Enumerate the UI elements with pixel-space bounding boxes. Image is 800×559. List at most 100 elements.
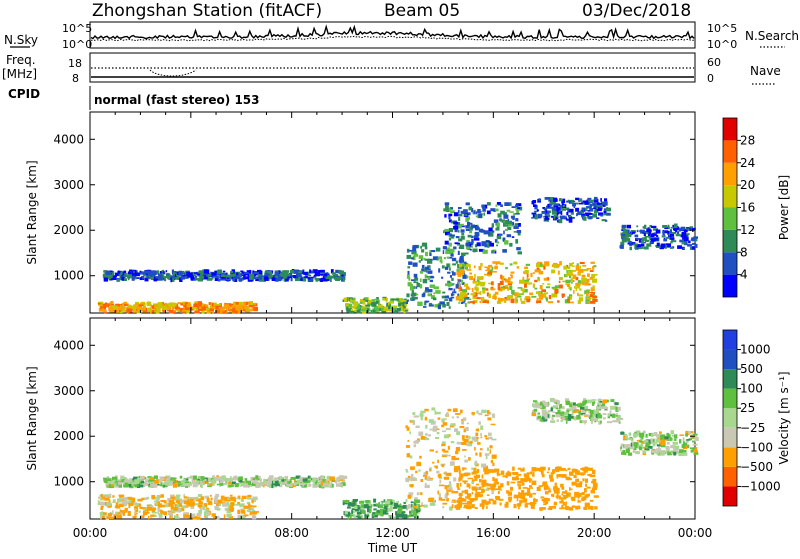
velocity-echo-cell [441, 424, 445, 428]
power-echo-cell [517, 207, 521, 209]
velocity-echo-cell [318, 476, 320, 479]
power-echo-cell [106, 271, 111, 276]
power-echo-cell [302, 278, 307, 282]
power-echo-cell [158, 304, 162, 308]
velocity-echo-cell [540, 401, 543, 404]
velocity-echo-cell [463, 472, 469, 477]
velocity-echo-cell [642, 446, 648, 449]
velocity-echo-cell [389, 516, 392, 519]
power-echo-cell [579, 265, 582, 269]
power-echo-cell [573, 203, 575, 209]
power-echo-cell [471, 288, 474, 293]
power-echo-cell [381, 311, 386, 313]
velocity-echo-cell [203, 503, 206, 507]
velocity-echo-cell [536, 486, 541, 492]
velocity-echo-cell [460, 502, 466, 505]
velocity-echo-cell [109, 482, 116, 485]
velocity-echo-cell [213, 475, 215, 480]
power-echo-cell [133, 269, 137, 275]
power-echo-cell [572, 274, 577, 279]
power-echo-cell [277, 270, 281, 273]
power-echo-cell [148, 274, 152, 280]
power-echo-cell [452, 263, 457, 266]
power-echo-cell [444, 228, 449, 232]
power-echo-cell [288, 272, 293, 276]
velocity-echo-cell [504, 503, 509, 508]
power-echo-cell [667, 224, 670, 229]
power-echo-cell [196, 278, 201, 280]
velocity-echo-cell [461, 420, 465, 425]
velocity-echo-cell [127, 513, 131, 516]
velocity-echo-cell [692, 443, 698, 446]
power-echo-cell [561, 208, 566, 211]
power-echo-cell [581, 214, 586, 218]
power-echo-cell [487, 274, 491, 277]
power-echo-cell [515, 239, 519, 244]
velocity-echo-cell [111, 484, 114, 487]
power-echo-cell [636, 244, 642, 248]
power-echo-cell [428, 304, 434, 307]
velocity-echo-cell [594, 410, 599, 414]
power-echo-cell [236, 304, 241, 308]
x-tick-label: 08:00 [274, 526, 309, 540]
velocity-echo-cell [639, 438, 643, 442]
velocity-echo-cell [539, 507, 543, 511]
velocity-echo-cell [170, 511, 176, 514]
velocity-echo-cell [511, 472, 514, 475]
velocity-echo-cell [481, 474, 484, 479]
velocity-echo-cell [151, 495, 155, 499]
velocity-echo-cell [577, 499, 579, 503]
velocity-echo-cell [405, 470, 409, 473]
power-echo-cell [592, 295, 598, 299]
velocity-echo-cell [623, 435, 626, 440]
power-echo-cell [575, 207, 580, 212]
velocity-echo-cell [575, 505, 578, 510]
y-tick-label: 3000 [53, 178, 84, 192]
power-echo-cell [482, 207, 486, 212]
time-axis: 00:00 04:00 08:00 12:00 16:00 20:00 00:00Time … [73, 526, 713, 555]
power-echo-cell [325, 278, 330, 281]
velocity-echo-cell [350, 514, 356, 517]
velocity-echo-cell [250, 483, 256, 487]
velocity-echo-cell [409, 514, 414, 517]
velocity-echo-cell [406, 426, 410, 431]
power-echo-cell [603, 210, 607, 214]
velocity-echo-cell [481, 480, 487, 485]
colorbar-tick-label: −25 [740, 421, 765, 435]
power-echo-cell [370, 310, 373, 314]
velocity-echo-cell [424, 408, 429, 412]
velocity-echo-cell [517, 503, 522, 507]
power-echo-cell [415, 293, 419, 296]
power-echo-cell [182, 310, 186, 314]
x-tick-label: 04:00 [174, 526, 209, 540]
velocity-echo-cell [527, 488, 531, 492]
velocity-echo-cell [437, 417, 441, 420]
power-echo-cell [171, 269, 174, 273]
velocity-echo-cell [409, 431, 411, 435]
velocity-echo-cell [459, 409, 463, 414]
velocity-echo-cell [475, 432, 479, 437]
power-echo-cell [596, 217, 600, 219]
power-echo-cell [149, 270, 154, 276]
velocity-echo-cell [477, 442, 481, 445]
velocity-echo-cell [553, 486, 558, 491]
velocity-echo-cell [410, 484, 414, 488]
velocity-echo-cell [589, 499, 594, 502]
power-echo-cell [522, 276, 525, 280]
velocity-echo-cell [344, 502, 348, 505]
velocity-echo-cell [145, 513, 148, 516]
x-tick-label: 00:00 [73, 526, 108, 540]
power-echo-cell [424, 266, 429, 270]
power-echo-cell [543, 215, 547, 218]
velocity-echo-cell [488, 470, 494, 473]
velocity-echo-cell [692, 433, 698, 436]
velocity-echo-cell [492, 413, 496, 418]
velocity-echo-cell [129, 480, 133, 483]
velocity-echo-cell [449, 506, 453, 511]
power-echo-cell [220, 275, 225, 280]
velocity-echo-cell [461, 441, 467, 445]
velocity-echo-cell [593, 495, 599, 498]
velocity-echo-cell [571, 413, 573, 416]
power-echo-cell [517, 287, 523, 289]
power-echo-cell [423, 257, 426, 261]
